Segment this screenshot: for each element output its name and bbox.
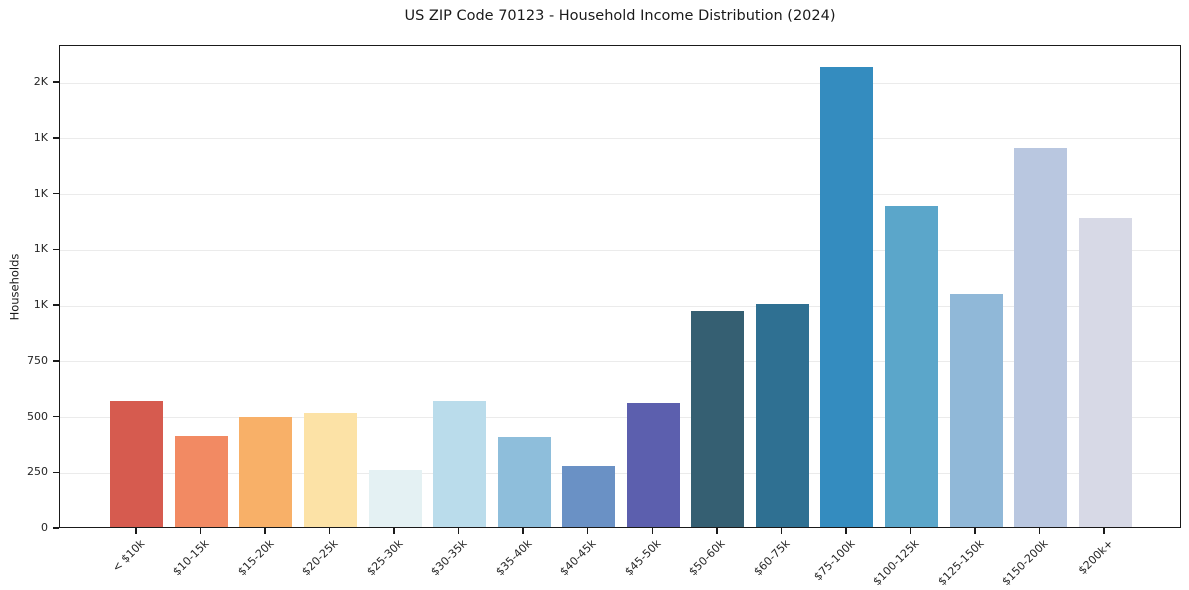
x-tick-label: $200k+	[1075, 537, 1116, 578]
x-tick-mark	[264, 528, 266, 534]
x-tick-mark	[651, 528, 654, 534]
bar--150-200k	[1014, 147, 1068, 527]
y-tick-label: 1K	[33, 130, 48, 144]
x-tick-mark	[586, 528, 589, 534]
bar--35-40k	[497, 436, 551, 527]
y-tick-label: 1K	[33, 186, 48, 200]
bar--125-150k	[949, 293, 1003, 527]
x-tick-label: $60-75k	[751, 537, 793, 579]
y-tick-mark	[53, 248, 59, 250]
x-tick-label: < $10k	[109, 537, 148, 575]
y-tick-mark	[53, 137, 59, 139]
y-tick-mark	[53, 304, 59, 306]
bar--10k	[110, 401, 164, 527]
bar--75-100k	[820, 66, 874, 527]
bar--200k+	[1078, 218, 1132, 527]
x-tick-label: $45-50k	[622, 537, 664, 579]
x-tick-label: $35-40k	[493, 537, 535, 579]
bar--50-60k	[691, 310, 745, 527]
x-tick-label: $150-200k	[999, 537, 1051, 589]
bar--25-30k	[368, 470, 422, 527]
y-tick-mark	[53, 415, 59, 418]
gridline	[60, 417, 1180, 418]
x-tick-label: $125-150k	[935, 537, 987, 589]
chart-title: US ZIP Code 70123 - Household Income Dis…	[404, 8, 836, 24]
bar--60-75k	[755, 304, 809, 527]
bar--10-15k	[174, 435, 228, 527]
y-tick-label: 750	[27, 353, 48, 367]
bar--40-45k	[562, 466, 616, 527]
y-tick-mark	[53, 360, 59, 362]
x-tick-label: $15-20k	[234, 537, 277, 579]
y-axis-label-container: Households	[6, 45, 22, 528]
bar--45-50k	[626, 403, 680, 527]
x-tick-mark	[328, 528, 331, 534]
bar--15-20k	[239, 416, 293, 527]
x-tick-label: $40-45k	[557, 537, 599, 579]
y-tick-mark	[53, 527, 59, 529]
x-tick-mark	[974, 528, 976, 534]
y-tick-label: 1K	[33, 242, 48, 256]
y-tick-mark	[53, 192, 59, 195]
x-tick-mark	[135, 528, 137, 534]
x-tick-mark	[457, 528, 460, 534]
x-tick-mark	[393, 528, 395, 534]
x-tick-mark	[909, 528, 912, 534]
bar--100-125k	[885, 205, 938, 527]
gridline	[60, 361, 1180, 363]
plot-area	[59, 45, 1181, 528]
x-tick-label: $50-60k	[686, 537, 729, 579]
gridline	[60, 249, 1180, 251]
y-tick-label: 2K	[33, 75, 48, 89]
y-tick-label: 0	[41, 521, 48, 534]
y-tick-label: 500	[27, 409, 48, 423]
gridline	[60, 472, 1180, 474]
x-tick-mark	[716, 528, 718, 534]
x-tick-label: $10-15k	[170, 537, 212, 579]
x-tick-label: $30-35k	[428, 537, 470, 579]
y-tick-mark	[53, 81, 59, 83]
x-tick-label: $75-100k	[810, 537, 858, 584]
bar--20-25k	[304, 412, 357, 527]
y-tick-label: 1K	[33, 298, 48, 311]
gridline	[60, 82, 1180, 84]
gridline	[60, 194, 1180, 195]
x-tick-mark	[522, 528, 524, 534]
y-tick-mark	[53, 471, 59, 473]
x-tick-mark	[199, 528, 202, 534]
gridline	[60, 138, 1180, 140]
x-tick-mark	[780, 528, 783, 534]
x-tick-mark	[845, 528, 847, 534]
x-tick-label: $100-125k	[870, 537, 922, 589]
x-tick-label: $20-25k	[299, 537, 341, 579]
x-tick-mark	[1103, 528, 1105, 534]
x-tick-mark	[1038, 528, 1041, 534]
gridline	[60, 305, 1180, 307]
bar--30-35k	[433, 400, 487, 527]
x-tick-label: $25-30k	[363, 537, 406, 579]
y-tick-label: 250	[27, 465, 48, 479]
